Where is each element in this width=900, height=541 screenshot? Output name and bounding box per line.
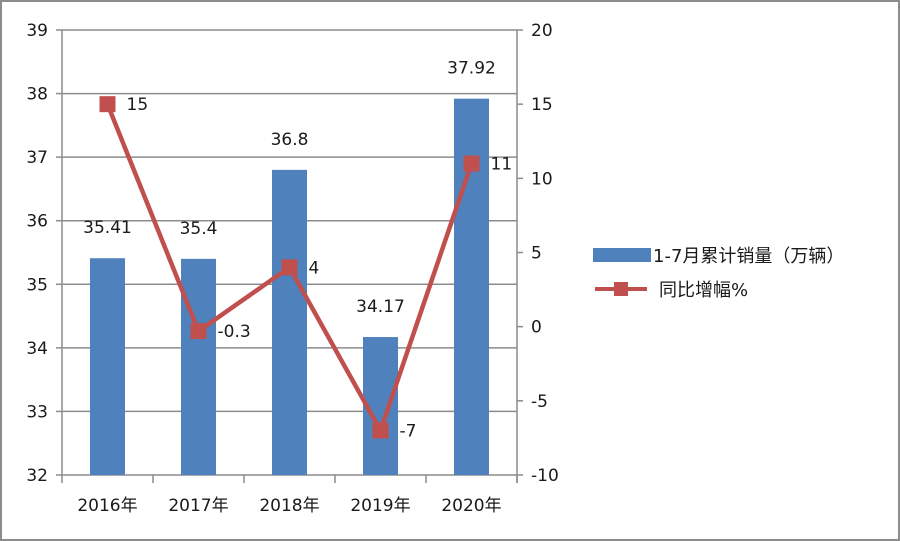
legend-label-sales: 1-7月累计销量（万辆） — [653, 246, 845, 267]
right-axis-label: 0 — [531, 318, 542, 338]
left-axis-label: 37 — [26, 148, 48, 168]
bar-value-label: 37.92 — [447, 59, 496, 79]
legend-label-growth: 同比增幅% — [659, 280, 749, 301]
bar-value-label: 36.8 — [271, 130, 309, 150]
x-axis-label: 2017年 — [168, 496, 228, 516]
line-value-label: 11 — [491, 155, 513, 175]
bar — [454, 98, 489, 476]
legend-item-growth: 同比增幅% — [593, 272, 844, 306]
legend-item-sales: 1-7月累计销量（万辆） — [593, 238, 844, 272]
line-value-label: 4 — [309, 258, 320, 278]
x-axis-label: 2019年 — [350, 496, 410, 516]
right-axis-label: 10 — [531, 169, 553, 189]
bar — [181, 258, 216, 475]
line-marker — [463, 155, 480, 172]
bar — [272, 169, 307, 475]
bar-value-label: 34.17 — [356, 297, 405, 317]
line-marker — [99, 96, 116, 113]
left-axis-label: 32 — [26, 466, 48, 486]
legend: 1-7月累计销量（万辆） 同比增幅% — [593, 238, 844, 306]
bar-swatch-icon — [593, 248, 651, 262]
x-axis-label: 2020年 — [441, 496, 501, 516]
left-axis-label: 35 — [26, 275, 48, 295]
left-axis-label: 39 — [26, 21, 48, 41]
line-marker — [190, 323, 207, 340]
x-axis-label: 2016年 — [77, 496, 137, 516]
right-axis-label: 5 — [531, 244, 542, 264]
right-axis-label: 15 — [531, 95, 553, 115]
line-value-label: 15 — [127, 95, 149, 115]
line-value-label: -7 — [400, 422, 417, 442]
left-axis-label: 36 — [26, 212, 48, 232]
line-value-label: -0.3 — [218, 322, 251, 342]
right-axis-label: 20 — [531, 21, 553, 41]
right-axis-label: -10 — [531, 466, 559, 486]
left-axis-label: 34 — [26, 339, 48, 359]
bar-value-label: 35.4 — [180, 219, 218, 239]
left-axis-label: 33 — [26, 402, 48, 422]
x-axis-label: 2018年 — [259, 496, 319, 516]
line-marker — [372, 422, 389, 439]
bar — [90, 258, 125, 475]
left-axis-label: 38 — [26, 85, 48, 105]
line-marker — [281, 259, 298, 276]
line-marker-swatch-icon — [593, 282, 649, 296]
bar-value-label: 35.41 — [83, 218, 132, 238]
right-axis-label: -5 — [531, 392, 548, 412]
